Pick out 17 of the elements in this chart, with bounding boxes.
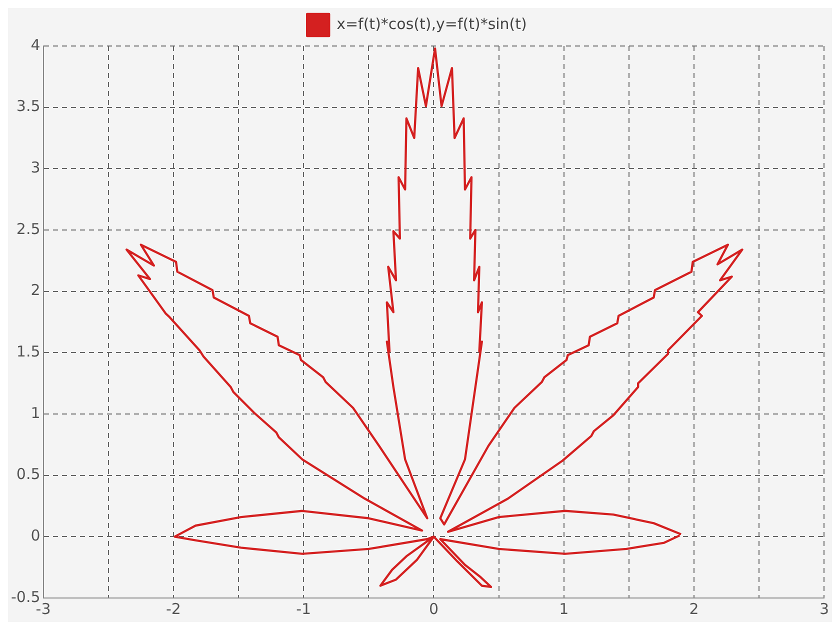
- y-tick-label: 2: [30, 281, 40, 300]
- x-tick-label: 0: [428, 600, 439, 618]
- x-tick-label: 1: [559, 600, 569, 618]
- y-tick-label: 3.5: [16, 97, 40, 116]
- y-tick-label: -0.5: [10, 588, 40, 606]
- x-tick-label: -2: [166, 600, 181, 618]
- x-tick-label: -1: [296, 600, 312, 618]
- legend-label: x=f(t)*cos(t),y=f(t)*sin(t): [336, 14, 527, 33]
- y-tick-label: 1: [30, 404, 40, 422]
- y-tick-label: 3: [30, 158, 40, 177]
- y-tick-label: 2.5: [16, 220, 40, 238]
- x-tick-label: 2: [689, 600, 699, 618]
- x-tick-label: 3: [819, 600, 829, 618]
- y-tick-label: 4: [30, 36, 40, 54]
- y-tick-label: 1.5: [16, 342, 40, 361]
- y-tick-label: 0: [30, 526, 40, 545]
- y-tick-label: 0.5: [16, 465, 40, 484]
